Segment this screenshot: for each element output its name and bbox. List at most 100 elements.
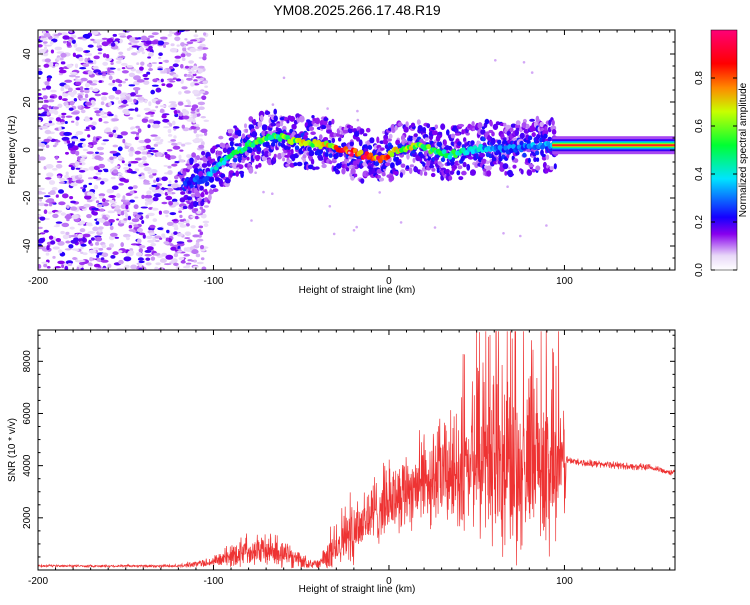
noise-blob — [42, 87, 47, 91]
noise-blob — [137, 146, 145, 150]
noise-blob — [169, 212, 177, 216]
noise-blob — [132, 185, 138, 189]
ridge-halo-blob — [277, 152, 283, 160]
ridge-halo-blob — [512, 164, 517, 169]
noise-blob — [75, 47, 84, 52]
noise-blob — [197, 68, 204, 74]
noise-blob — [158, 210, 162, 215]
ridge-halo-blob — [194, 191, 201, 198]
noise-blob — [148, 35, 155, 38]
ridge-halo-blob — [531, 127, 537, 132]
noise-blob — [38, 156, 46, 161]
noise-blob — [97, 169, 103, 173]
noise-blob — [142, 234, 146, 239]
noise-blob — [124, 145, 130, 149]
noise-blob — [108, 95, 115, 100]
noise-blob — [155, 262, 161, 266]
noise-blob — [90, 38, 95, 41]
noise-blob — [151, 40, 159, 45]
noise-blob — [147, 239, 156, 243]
noise-blob — [184, 65, 190, 69]
noise-blob — [117, 172, 123, 176]
noise-blob — [81, 38, 88, 41]
ridge-halo-blob — [409, 167, 413, 175]
noise-blob — [108, 134, 114, 138]
noise-blob — [117, 80, 123, 84]
noise-blob — [79, 138, 86, 142]
ridge-halo-blob — [417, 125, 423, 132]
noise-blob — [171, 258, 178, 263]
noise-blob — [122, 108, 130, 114]
noise-blob — [52, 236, 57, 241]
noise-blob — [103, 169, 109, 173]
ridge-halo-blob — [304, 132, 309, 136]
ridge-halo-blob — [353, 173, 358, 178]
ridge-halo-blob — [376, 168, 383, 174]
noise-blob — [117, 136, 123, 139]
noise-blob — [101, 244, 107, 249]
ridge-blob — [534, 150, 540, 156]
ridge-halo-blob — [309, 150, 315, 156]
noise-blob — [79, 98, 88, 101]
ridge-halo-blob — [403, 126, 409, 133]
noise-blob — [107, 67, 111, 73]
ridge-halo-blob — [198, 170, 204, 177]
noise-blob — [123, 179, 129, 183]
noise-blob — [116, 218, 120, 221]
noise-blob — [128, 186, 134, 190]
ridge-halo-blob — [310, 158, 315, 165]
noise-blob — [60, 52, 67, 58]
noise-blob — [61, 93, 69, 97]
noise-blob — [159, 105, 167, 108]
ridge-halo-blob — [405, 121, 409, 127]
noise-blob — [126, 48, 131, 51]
ridge-blob — [209, 178, 214, 183]
noise-blob — [134, 157, 142, 161]
ridge-halo-blob — [504, 171, 508, 176]
ridge-halo-blob — [237, 133, 242, 137]
ridge-halo-blob — [458, 176, 464, 181]
noise-blob — [174, 36, 181, 42]
ridge-halo-blob — [179, 173, 185, 180]
outlier-dot — [522, 61, 526, 64]
noise-blob — [177, 110, 181, 114]
noise-blob — [122, 99, 128, 105]
noise-blob — [163, 241, 170, 245]
noise-blob — [58, 126, 62, 131]
noise-blob — [147, 150, 154, 152]
noise-blob — [138, 174, 142, 177]
ridge-halo-blob — [218, 135, 224, 140]
noise-blob — [161, 83, 166, 86]
noise-blob — [165, 154, 171, 159]
ridge-halo-blob — [220, 173, 226, 178]
noise-blob — [176, 241, 185, 244]
noise-blob — [181, 57, 186, 61]
noise-blob — [123, 256, 132, 262]
noise-blob — [92, 226, 99, 232]
ridge-halo-blob — [479, 152, 486, 158]
outlier-dot — [271, 103, 275, 106]
ridge-halo-blob — [399, 172, 403, 178]
colorbar: 0.0 0.2 0.4 0.6 0.8 Normalized spectral ampl… — [694, 29, 749, 277]
noise-blob — [38, 226, 43, 230]
noise-blob — [178, 257, 185, 261]
noise-blob — [167, 165, 172, 169]
noise-blob — [106, 38, 114, 43]
noise-blob — [100, 259, 109, 263]
noise-blob — [123, 166, 130, 170]
noise-blob — [114, 165, 120, 168]
ridge-halo-blob — [545, 154, 550, 160]
noise-blob — [171, 163, 178, 167]
noise-blob — [88, 249, 97, 254]
ridge-halo-blob — [510, 123, 517, 128]
noise-blob — [82, 237, 86, 243]
noise-blob — [128, 117, 134, 120]
noise-blob — [185, 219, 190, 224]
ridge-halo-blob — [302, 156, 306, 164]
ridge-core-blob — [509, 147, 514, 153]
ridge-halo-blob — [489, 120, 493, 127]
noise-blob — [38, 142, 43, 147]
noise-blob — [167, 134, 173, 137]
noise-blob — [124, 213, 129, 218]
